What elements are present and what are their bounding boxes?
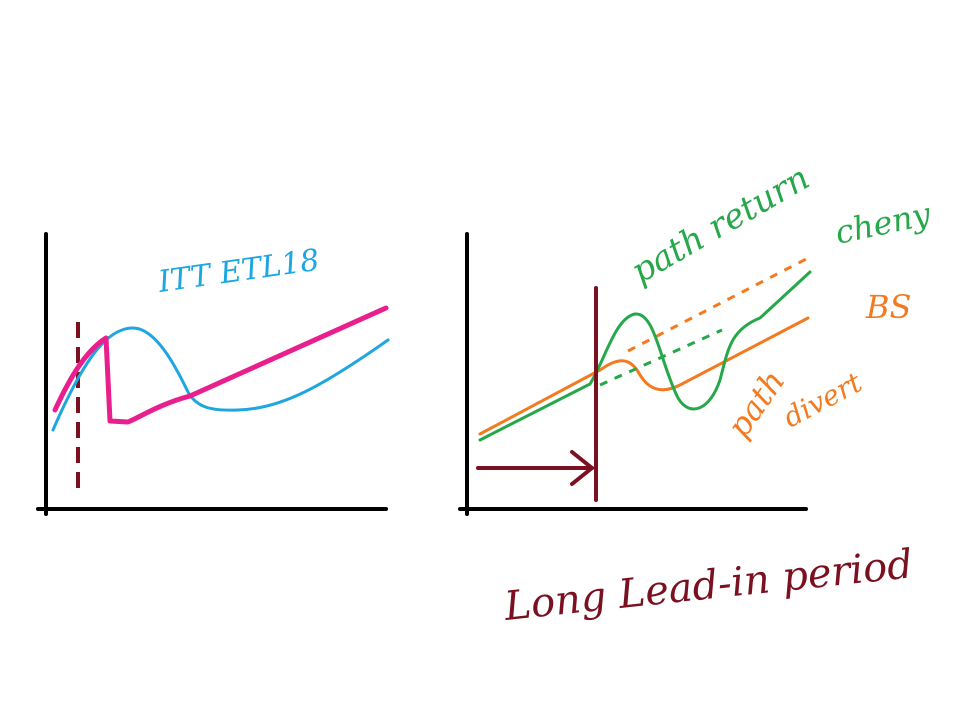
left-curve-label: ITT ETL18: [155, 243, 321, 300]
green-curve: [478, 270, 812, 442]
left-chart: ITT ETL18: [36, 232, 390, 516]
orange-curve: [478, 316, 810, 436]
path-return-label: path return: [625, 158, 817, 292]
right-chart: path return cheny BS path divert: [458, 158, 935, 516]
divert-label: divert: [778, 365, 868, 434]
cheny-label: cheny: [832, 194, 935, 251]
green-dashed-line: [599, 328, 723, 387]
bs-label: BS: [865, 288, 911, 326]
magenta-curve: [52, 305, 389, 425]
lead-in-caption: Long Lead-in period: [501, 541, 915, 630]
orange-dashed-line: [627, 254, 813, 353]
blue-curve: [51, 326, 390, 432]
lead-in-arrow-head: [570, 450, 594, 486]
